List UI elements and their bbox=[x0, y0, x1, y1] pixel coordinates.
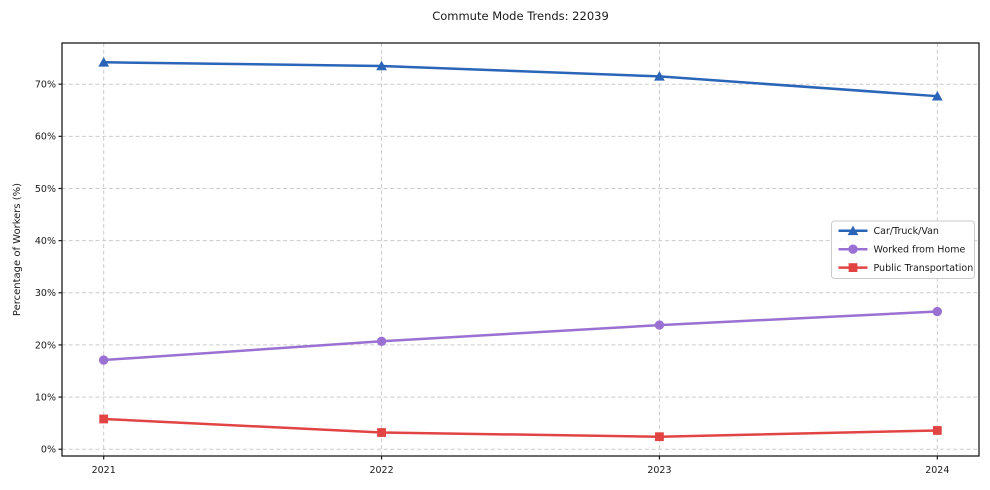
triangle-marker bbox=[847, 225, 859, 236]
x-tick-label: 2023 bbox=[647, 465, 671, 476]
circle-marker bbox=[848, 244, 858, 254]
chart-title: Commute Mode Trends: 22039 bbox=[432, 9, 609, 23]
x-axis: 2021 2022 2023 2024 bbox=[92, 456, 949, 476]
triangle-marker bbox=[98, 57, 110, 67]
series-worked-from-home bbox=[98, 306, 943, 365]
y-tick-label: 20% bbox=[35, 340, 56, 351]
series-line bbox=[102, 310, 939, 362]
legend: Car/Truck/Van Worked from Home Public Tran… bbox=[831, 220, 975, 279]
axes-box bbox=[61, 42, 980, 457]
circle-marker bbox=[98, 355, 109, 365]
y-tick-label: 0% bbox=[41, 445, 56, 456]
series-car-truck-van bbox=[98, 57, 943, 101]
y-tick-label: 60% bbox=[35, 132, 56, 143]
y-axis-title: Percentage of Workers (%) bbox=[12, 183, 23, 316]
x-tick-label: 2021 bbox=[92, 465, 116, 476]
x-tick-label: 2022 bbox=[369, 465, 393, 476]
y-tick-label: 50% bbox=[35, 184, 56, 195]
gridlines bbox=[62, 43, 979, 456]
legend-label: Public Transportation bbox=[874, 263, 974, 274]
square-marker bbox=[377, 428, 386, 437]
circle-marker bbox=[654, 320, 665, 330]
y-tick-label: 30% bbox=[35, 288, 56, 299]
plot-area: 0% 10% 20% 30% 40% 50% 60% 70% 2021 2022 2023 2024 C… bbox=[35, 42, 980, 476]
series-line bbox=[102, 417, 939, 438]
circle-marker bbox=[932, 306, 943, 317]
legend-entry: Worked from Home bbox=[838, 244, 966, 256]
legend-box bbox=[831, 220, 975, 279]
square-marker bbox=[655, 432, 664, 442]
triangle-marker bbox=[654, 71, 665, 81]
triangle-marker bbox=[376, 60, 387, 71]
y-tick-label: 40% bbox=[35, 236, 56, 247]
square-marker bbox=[932, 426, 942, 435]
triangle-marker bbox=[931, 90, 943, 101]
legend-label: Worked from Home bbox=[874, 245, 966, 256]
y-axis: 0% 10% 20% 30% 40% 50% 60% 70% bbox=[35, 80, 62, 456]
series-line bbox=[102, 61, 939, 98]
square-marker bbox=[848, 263, 858, 272]
x-tick-label: 2024 bbox=[925, 465, 949, 476]
legend-entry: Car/Truck/Van bbox=[838, 225, 939, 237]
legend-label: Car/Truck/Van bbox=[874, 226, 939, 237]
series-public-transportation bbox=[99, 414, 942, 442]
y-tick-label: 10% bbox=[35, 392, 56, 403]
square-marker bbox=[99, 414, 109, 424]
legend-entry: Public Transportation bbox=[838, 263, 974, 274]
circle-marker bbox=[376, 336, 387, 346]
y-tick-label: 70% bbox=[35, 80, 56, 91]
